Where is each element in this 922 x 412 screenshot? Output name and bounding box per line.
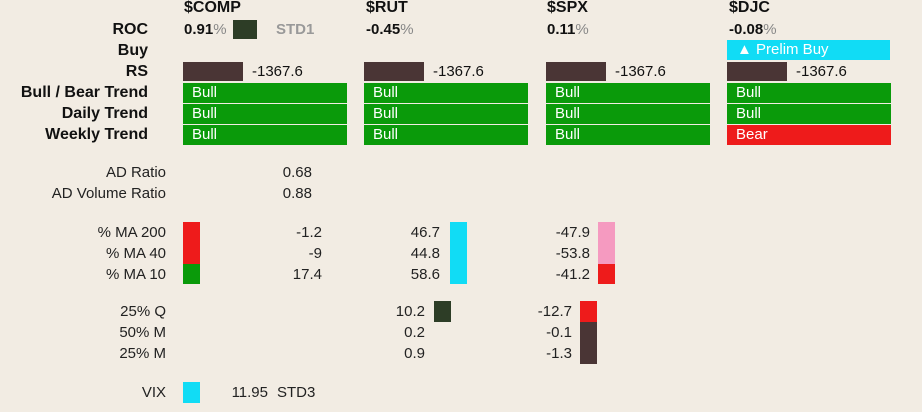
trend-djc: Bull	[727, 83, 891, 103]
roc-djc: -0.08%	[729, 21, 777, 38]
label-25q: 25% Q	[120, 303, 166, 320]
ma10-value-comp: 17.4	[292, 266, 322, 283]
rs-value-rut: -1367.6	[433, 63, 484, 80]
trend-rut: Bull	[364, 83, 528, 103]
ticker-rut: $RUT	[366, 0, 408, 16]
roc-comp-indicator	[233, 20, 257, 39]
q25-value-spx: -12.7	[537, 303, 572, 320]
q25-indicator-rut	[434, 301, 451, 322]
ma10-value-rut: 58.6	[410, 266, 440, 283]
ma40-value-spx: -53.8	[555, 245, 590, 262]
ma10-indicator-comp	[183, 264, 200, 284]
label-ma200: % MA 200	[97, 224, 166, 241]
m50-value-rut: 0.2	[404, 324, 425, 341]
vix-std-tag: STD3	[277, 384, 316, 401]
label-weekly-trend: Weekly Trend	[45, 126, 148, 143]
ticker-spx: $SPX	[547, 0, 588, 16]
m25-value-rut: 0.9	[404, 345, 425, 362]
weekly-trend-rut: Bull	[364, 125, 528, 145]
daily-trend-djc: Bull	[727, 104, 891, 124]
ad-ratio-value: 0.68	[282, 164, 312, 181]
ma200-value-comp: -1.2	[296, 224, 322, 241]
label-daily-trend: Daily Trend	[61, 105, 148, 122]
ma10-value-spx: -41.2	[555, 266, 590, 283]
weekly-trend-djc: Bear	[727, 125, 891, 145]
roc-value: 0.11	[547, 21, 576, 38]
ma200-ma40-indicator-spx	[598, 222, 615, 264]
label-bull-bear-trend: Bull / Bear Trend	[20, 84, 148, 101]
ma200-ma40-indicator-comp	[183, 222, 200, 264]
label-ma40: % MA 40	[105, 245, 166, 262]
ma200-value-spx: -47.9	[555, 224, 590, 241]
label-ad-ratio: AD Ratio	[105, 164, 166, 181]
roc-unit: %	[763, 21, 777, 38]
roc-value: -0.08	[729, 21, 764, 38]
ma-indicator-rut	[450, 222, 467, 284]
roc-rut: -0.45%	[366, 21, 414, 38]
rs-value-spx: -1367.6	[615, 63, 666, 80]
ma40-value-rut: 44.8	[410, 245, 440, 262]
q25-indicator-spx	[580, 301, 597, 322]
roc-value: 0.91	[184, 21, 214, 38]
rs-value-djc: -1367.6	[796, 63, 847, 80]
vix-indicator	[183, 382, 200, 403]
m25-value-spx: -1.3	[546, 345, 572, 362]
rs-bar-comp	[183, 62, 243, 81]
vix-value: 11.95	[231, 384, 268, 401]
label-roc: ROC	[112, 21, 148, 38]
ma10-indicator-spx	[598, 264, 615, 284]
label-25m: 25% M	[119, 345, 166, 362]
m50-m25-indicator-spx	[580, 322, 597, 364]
rs-bar-djc	[727, 62, 787, 81]
ticker-djc: $DJC	[729, 0, 770, 16]
roc-unit: %	[400, 21, 414, 38]
trend-spx: Bull	[546, 83, 710, 103]
ad-volume-ratio-value: 0.88	[282, 185, 312, 202]
roc-comp: 0.91%	[184, 21, 227, 38]
weekly-trend-spx: Bull	[546, 125, 710, 145]
prelim-buy-signal-djc[interactable]: ▲ Prelim Buy	[727, 40, 890, 60]
label-buy: Buy	[117, 42, 148, 59]
roc-value: -0.45	[366, 21, 401, 38]
rs-value-comp: -1367.6	[252, 63, 303, 80]
ma40-value-comp: -9	[308, 245, 322, 262]
roc-unit: %	[213, 21, 227, 38]
label-ma10: % MA 10	[105, 266, 166, 283]
roc-unit: %	[575, 21, 589, 38]
ma200-value-rut: 46.7	[410, 224, 440, 241]
rs-bar-rut	[364, 62, 424, 81]
label-rs: RS	[125, 63, 148, 80]
m50-value-spx: -0.1	[546, 324, 572, 341]
roc-spx: 0.11%	[547, 21, 589, 38]
daily-trend-rut: Bull	[364, 104, 528, 124]
q25-value-rut: 10.2	[395, 303, 425, 320]
daily-trend-comp: Bull	[183, 104, 347, 124]
label-50m: 50% M	[119, 324, 166, 341]
trend-comp: Bull	[183, 83, 347, 103]
weekly-trend-comp: Bull	[183, 125, 347, 145]
roc-comp-std-tag: STD1	[276, 21, 315, 38]
label-vix: VIX	[141, 384, 166, 401]
ticker-comp: $COMP	[184, 0, 241, 16]
daily-trend-spx: Bull	[546, 104, 710, 124]
label-ad-volume-ratio: AD Volume Ratio	[51, 185, 166, 202]
rs-bar-spx	[546, 62, 606, 81]
